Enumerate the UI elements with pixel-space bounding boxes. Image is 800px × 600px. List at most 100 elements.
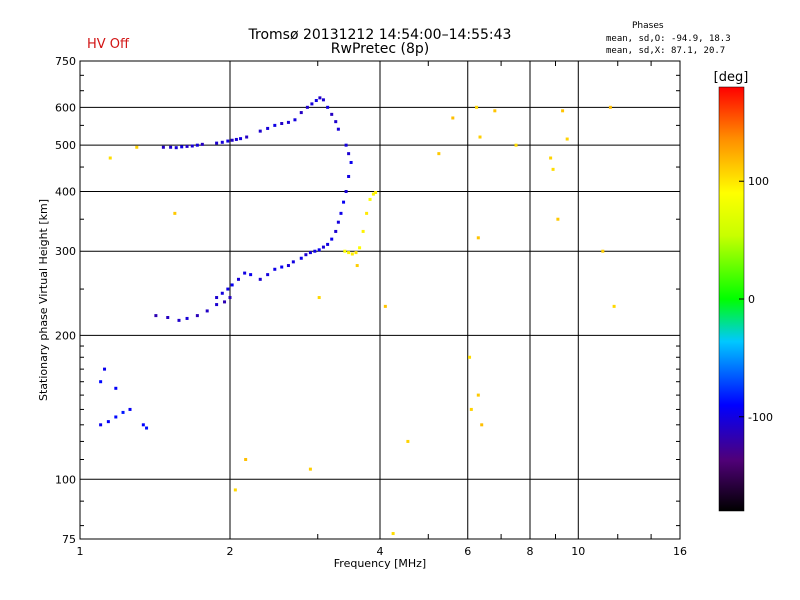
data-point: [266, 273, 270, 277]
data-point: [361, 229, 365, 233]
data-point: [355, 264, 359, 268]
data-point: [476, 236, 480, 240]
data-point: [330, 112, 334, 116]
phases-title: Phases: [632, 21, 664, 31]
data-point: [308, 467, 312, 471]
data-point: [215, 141, 219, 145]
phases-stats-o: mean, sd,O: -94.9, 18.3: [606, 34, 731, 44]
data-point: [244, 457, 248, 461]
y-axis-label: Stationary phase Virtual Height [km]: [37, 199, 50, 401]
data-point: [236, 277, 240, 281]
data-point: [180, 145, 184, 149]
data-point: [313, 249, 317, 253]
data-point: [215, 303, 219, 307]
y-tick-label: 200: [55, 329, 76, 342]
data-point: [291, 260, 295, 264]
data-point: [228, 296, 232, 300]
chart-subtitle: RwPretec (8p): [330, 41, 430, 57]
data-point: [195, 143, 199, 147]
data-point: [383, 304, 387, 308]
data-point: [233, 488, 237, 492]
y-tick-label: 100: [55, 473, 76, 486]
data-point: [273, 123, 277, 127]
data-point: [321, 245, 325, 249]
data-point: [223, 300, 227, 304]
y-tick-label: 600: [55, 101, 76, 114]
colorbar-tick-label: -100: [748, 411, 773, 424]
x-tick-label: 4: [377, 545, 384, 558]
x-tick-label: 10: [571, 545, 585, 558]
data-point: [169, 145, 173, 149]
data-point: [135, 145, 139, 149]
data-point: [365, 211, 369, 215]
data-point: [601, 249, 605, 253]
y-tick-label: 500: [55, 139, 76, 152]
data-point: [305, 105, 309, 109]
data-point: [154, 314, 158, 318]
data-point: [280, 122, 284, 126]
data-point: [368, 197, 372, 201]
colorbar-tick-label: 0: [748, 293, 755, 306]
data-point: [99, 423, 103, 427]
data-point: [299, 111, 303, 115]
data-series: [154, 296, 232, 322]
colorbar: [718, 86, 745, 512]
data-point: [185, 144, 189, 148]
data-point: [258, 277, 262, 281]
data-point: [141, 423, 145, 427]
data-point: [478, 135, 482, 139]
data-point: [173, 211, 177, 215]
data-point: [317, 248, 321, 252]
data-point: [475, 105, 479, 109]
colorbar-label: [deg]: [714, 70, 749, 85]
data-point: [128, 407, 132, 411]
data-point: [330, 237, 334, 241]
chart-title: Tromsø 20131212 14:54:00–14:55:43: [248, 27, 512, 43]
data-point: [174, 146, 178, 150]
data-point: [336, 127, 340, 131]
data-point: [273, 267, 277, 271]
data-series: [99, 367, 149, 430]
data-point: [304, 253, 308, 257]
data-point: [239, 137, 243, 141]
data-point: [406, 439, 410, 443]
data-point: [493, 109, 497, 113]
data-point: [230, 138, 234, 142]
x-axis-label: Frequency [MHz]: [334, 557, 426, 570]
data-point: [342, 200, 346, 204]
data-point: [310, 102, 314, 106]
data-point: [343, 249, 347, 253]
data-point: [200, 142, 204, 146]
data-point: [480, 423, 484, 427]
x-tick-label: 16: [673, 545, 687, 558]
data-series: [108, 105, 616, 536]
data-point: [565, 137, 569, 141]
y-tick-label: 400: [55, 185, 76, 198]
data-point: [108, 156, 112, 160]
data-point: [205, 309, 209, 313]
data-point: [106, 420, 110, 424]
plot-frame: [79, 60, 681, 540]
data-point: [318, 96, 322, 100]
data-point: [334, 120, 338, 124]
data-point: [245, 135, 249, 139]
data-series: [215, 143, 353, 300]
data-point: [121, 410, 125, 414]
data-point: [451, 116, 455, 120]
data-point: [266, 126, 270, 130]
data-point: [336, 220, 340, 224]
data-point: [299, 256, 303, 260]
data-point: [234, 137, 238, 141]
data-point: [468, 355, 472, 359]
data-point: [350, 252, 354, 256]
data-point: [476, 393, 480, 397]
y-tick-label: 750: [55, 55, 76, 68]
data-point: [317, 296, 321, 300]
data-point: [339, 211, 343, 215]
x-tick-label: 6: [464, 545, 471, 558]
data-point: [145, 426, 149, 430]
x-tick-label: 2: [227, 545, 234, 558]
data-point: [469, 407, 473, 411]
data-point: [226, 139, 230, 143]
